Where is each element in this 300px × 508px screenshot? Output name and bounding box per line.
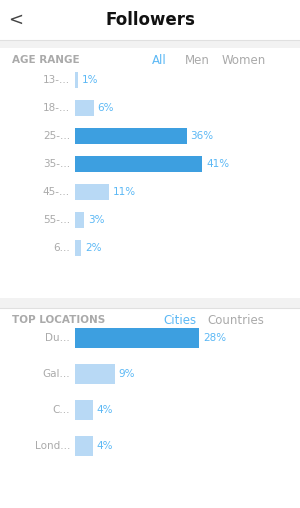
Text: All: All	[152, 53, 167, 67]
Text: 6%: 6%	[98, 103, 114, 113]
Bar	[75, 328, 199, 348]
Text: 9%: 9%	[119, 369, 135, 379]
Bar	[75, 184, 109, 200]
Text: 6...: 6...	[53, 243, 70, 253]
Text: 4%: 4%	[97, 441, 113, 451]
Text: Cities: Cities	[163, 313, 196, 327]
Bar	[0, 48, 300, 298]
Text: 36%: 36%	[190, 131, 214, 141]
Text: Followers: Followers	[105, 11, 195, 29]
Text: 55-...: 55-...	[43, 215, 70, 225]
Text: 13-...: 13-...	[43, 75, 70, 85]
Text: Countries: Countries	[207, 313, 264, 327]
Text: 11%: 11%	[113, 187, 136, 197]
Bar	[0, 308, 300, 508]
Text: Women: Women	[222, 53, 266, 67]
Text: 45-...: 45-...	[43, 187, 70, 197]
Text: Du...: Du...	[45, 333, 70, 343]
Bar	[75, 240, 81, 256]
Text: 28%: 28%	[203, 333, 226, 343]
Bar	[75, 364, 115, 384]
Bar	[75, 128, 187, 144]
Text: <: <	[8, 11, 23, 29]
Text: 18-...: 18-...	[43, 103, 70, 113]
Text: 41%: 41%	[206, 159, 229, 169]
Bar	[75, 212, 84, 228]
Text: 2%: 2%	[85, 243, 102, 253]
Bar	[75, 72, 78, 88]
Bar	[75, 156, 202, 172]
Text: Men: Men	[185, 53, 210, 67]
Text: Gal...: Gal...	[42, 369, 70, 379]
Text: AGE RANGE: AGE RANGE	[12, 55, 80, 65]
Bar	[75, 100, 94, 116]
Text: 1%: 1%	[82, 75, 99, 85]
Text: TOP LOCATIONS: TOP LOCATIONS	[12, 315, 105, 325]
Text: C...: C...	[52, 405, 70, 415]
Bar	[75, 400, 93, 420]
Text: Lond...: Lond...	[34, 441, 70, 451]
Bar	[0, 0, 300, 40]
Text: 4%: 4%	[97, 405, 113, 415]
Text: 35-...: 35-...	[43, 159, 70, 169]
Text: 25-...: 25-...	[43, 131, 70, 141]
Text: 3%: 3%	[88, 215, 105, 225]
Bar	[75, 436, 93, 456]
